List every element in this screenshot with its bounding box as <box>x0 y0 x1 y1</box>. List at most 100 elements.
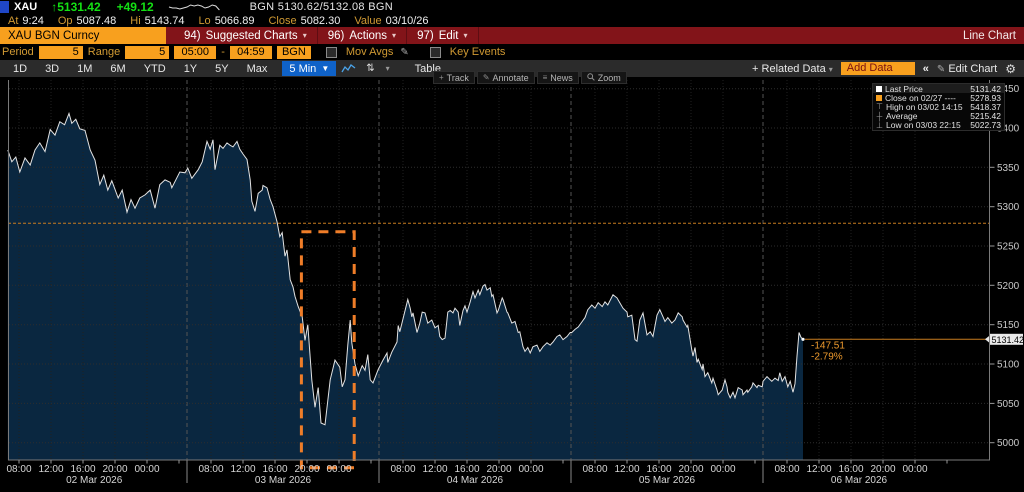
quote-stat-label: At <box>8 14 19 27</box>
svg-text:16:00: 16:00 <box>838 464 863 475</box>
gear-icon[interactable]: ⚙ <box>1005 61 1016 76</box>
change-pct-annotation: -2.79% <box>811 351 843 362</box>
svg-text:16:00: 16:00 <box>70 464 95 475</box>
chart-tool-annotate[interactable]: ✎ Annotate <box>476 71 535 84</box>
panel-indicator <box>0 1 9 13</box>
range-button-6m[interactable]: 6M <box>110 62 126 75</box>
chart-tool-zoom[interactable]: Zoom <box>580 71 627 84</box>
y-axis: 5000 5050 5100 5150 5200 5250 5300 5350 5400 5450 <box>9 84 1020 449</box>
range-button-5y[interactable]: 5Y <box>215 62 229 75</box>
quote-line: XAU ↑5131.42 +49.12 BGN 5130.62/5132.08 … <box>0 0 1024 14</box>
svg-text:5250: 5250 <box>997 242 1020 253</box>
pencil-icon: ✎ <box>936 63 946 75</box>
legend-row[interactable]: Close on 02/27 ---- 5278.93 <box>873 92 1004 103</box>
interval-dropdown[interactable]: 5 Min ▼ <box>282 61 337 76</box>
key-events-checkbox[interactable] <box>429 46 441 58</box>
plus-icon: + <box>439 73 444 82</box>
quote-stat: At 9:24 <box>8 15 44 27</box>
last-price-axis-label: 5131.42 <box>985 333 1024 345</box>
price-series-line <box>7 111 804 426</box>
last-price: ↑5131.42 <box>51 0 101 14</box>
menu-item-actions[interactable]: 96) Actions ▾ <box>318 27 408 44</box>
menu-item-number: 96) <box>327 29 345 42</box>
time-from-input[interactable]: 05:00 <box>174 45 217 59</box>
security-field[interactable]: XAU BGN Curncy <box>0 27 166 44</box>
mov-avgs-pencil-icon[interactable]: ✎ <box>400 46 409 58</box>
quote-stat-value: 5087.48 <box>76 14 117 27</box>
related-data-button[interactable]: + Related Data ▾ <box>752 62 833 75</box>
svg-text:5150: 5150 <box>997 320 1020 331</box>
menu-item-label: Actions <box>349 29 388 42</box>
quote-stat-label: Hi <box>130 14 141 27</box>
legend-row[interactable]: Last Price 5131.42 <box>873 83 1004 94</box>
legend-value: 5022.73 <box>970 120 1001 131</box>
range-button-1y[interactable]: 1Y <box>183 62 198 75</box>
svg-text:08:00: 08:00 <box>198 464 223 475</box>
legend-row[interactable]: ┼ Average 5215.42 <box>873 111 1004 122</box>
range-button-1d[interactable]: 1D <box>13 62 28 75</box>
chart-annotation-toolbar: + Track ✎ Annotate ≡ News Zoom <box>433 71 627 84</box>
line-chart-type-icon[interactable] <box>336 63 361 74</box>
svg-text:5400: 5400 <box>997 124 1020 135</box>
legend-value: 5418.37 <box>970 101 1001 112</box>
change-annotation: -147.51 <box>811 340 845 351</box>
svg-text:5050: 5050 <box>997 399 1020 410</box>
legend-label: Last Price <box>885 83 923 94</box>
high-marker-icon: ⊤ <box>876 102 883 112</box>
chart-tool-news[interactable]: ≡ News <box>536 71 579 84</box>
quote-stats-line: At 9:24 Op 5087.48 Hi 5143.74 Lo 5066.89 Close 50… <box>0 14 1024 27</box>
quote-stat: Value 03/10/26 <box>354 15 428 27</box>
quote-stat-label: Close <box>268 14 297 27</box>
menu-item-number: 97) <box>417 29 434 42</box>
key-events-label: Key Events <box>449 46 506 58</box>
quote-stat-value: 5066.89 <box>214 14 255 27</box>
edit-chart-button[interactable]: ✎ Edit Chart <box>936 62 998 75</box>
collapse-button[interactable]: « <box>922 62 929 75</box>
highlight-annotation-box[interactable] <box>299 230 356 470</box>
chevron-down-icon: ▾ <box>302 31 307 40</box>
quote-stat: Op 5087.48 <box>58 15 116 27</box>
svg-text:12:00: 12:00 <box>422 464 447 475</box>
range-button-ytd[interactable]: YTD <box>143 62 166 75</box>
legend-row[interactable]: ⊥ Low on 03/03 22:15 5022.73 <box>873 120 1004 131</box>
svg-text:16:00: 16:00 <box>454 464 479 475</box>
chart-type-more-caret-icon[interactable]: ▾ <box>385 64 390 73</box>
legend-row[interactable]: ⊤ High on 03/02 14:15 5418.37 <box>873 101 1004 112</box>
svg-text:00:00: 00:00 <box>518 464 543 475</box>
svg-text:5100: 5100 <box>997 360 1020 371</box>
range-label: Range <box>87 46 121 58</box>
range-button-max[interactable]: Max <box>246 62 268 75</box>
svg-text:04 Mar 2026: 04 Mar 2026 <box>447 475 504 486</box>
add-data-input[interactable]: Add Data <box>840 62 915 75</box>
chart-tool-label: Zoom <box>597 72 621 83</box>
period-input[interactable]: 5 <box>38 45 83 59</box>
menu-item-suggested-charts[interactable]: 94) Suggested Charts ▾ <box>174 27 318 44</box>
series-area <box>7 113 804 460</box>
menu-item-edit[interactable]: 97) Edit ▾ <box>407 27 479 44</box>
svg-text:16:00: 16:00 <box>262 464 287 475</box>
range-input[interactable]: 5 <box>125 45 170 59</box>
svg-text:08:00: 08:00 <box>582 464 607 475</box>
range-button-1m[interactable]: 1M <box>77 62 93 75</box>
legend-label: Average <box>886 111 918 122</box>
svg-text:05 Mar 2026: 05 Mar 2026 <box>639 475 696 486</box>
chart-toolbar: 1D 3D 1M 6M YTD 1Y 5Y Max 5 Min ▼ ⇅ ▾ Table + R… <box>0 60 1024 77</box>
legend-swatch-icon <box>876 94 882 101</box>
svg-text:5300: 5300 <box>997 202 1020 213</box>
legend-value: 5278.93 <box>970 92 1001 103</box>
legend-label: Close on 02/27 ---- <box>885 92 956 103</box>
range-button-3d[interactable]: 3D <box>45 62 60 75</box>
chart-type-label: Line Chart <box>962 29 1016 42</box>
quote-stat-label: Value <box>354 14 382 27</box>
time-to-input[interactable]: 04:59 <box>229 45 272 59</box>
mov-avgs-checkbox[interactable] <box>325 46 337 58</box>
quote-stat-value: 5082.30 <box>300 14 341 27</box>
up-arrow-icon: ↑ <box>51 0 58 14</box>
price-source-input[interactable]: BGN <box>276 45 311 59</box>
chevron-down-icon: ▼ <box>321 64 330 73</box>
svg-text:20:00: 20:00 <box>102 464 127 475</box>
chart-tool-track[interactable]: + Track <box>433 71 475 84</box>
svg-text:5350: 5350 <box>997 163 1020 174</box>
compare-icon[interactable]: ⇅ <box>366 63 375 74</box>
